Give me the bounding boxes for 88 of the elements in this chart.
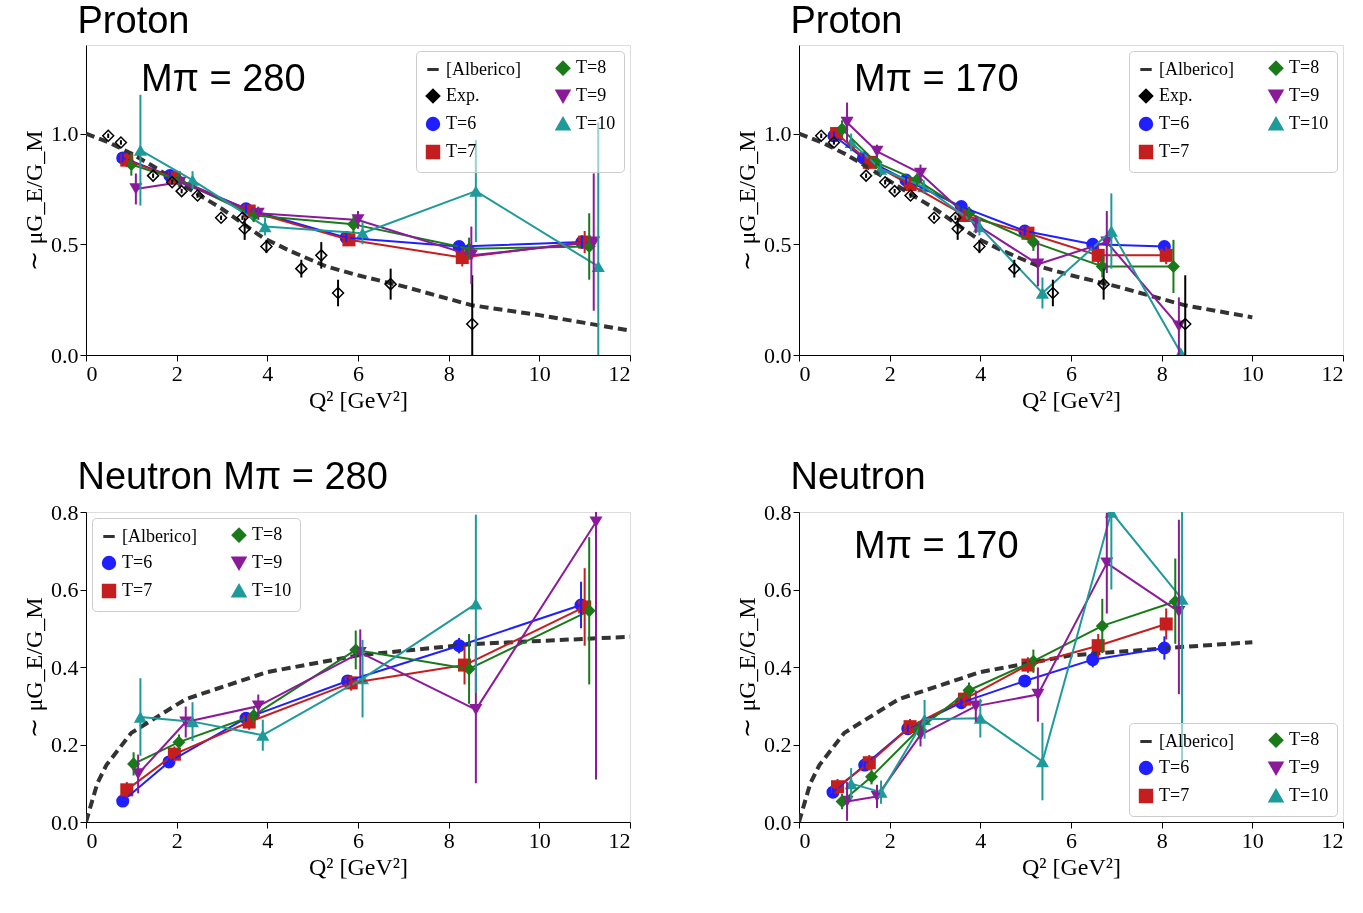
y-tick-label: 0.0 <box>51 809 79 835</box>
x-tick-label: 2 <box>884 827 896 853</box>
y-tick-label: 0.4 <box>764 654 792 680</box>
x-tick-label: 4 <box>975 360 987 386</box>
x-tick-label: 4 <box>262 827 274 853</box>
x-tick-label: 10 <box>528 360 551 386</box>
x-tick-label: 2 <box>171 827 183 853</box>
y-tick-label: 0.5 <box>764 231 792 257</box>
legend-label: T=8 <box>1289 57 1320 78</box>
annotation: Mπ = 170 <box>854 57 1019 99</box>
line-series <box>799 640 1255 822</box>
x-tick-label: 12 <box>608 360 631 386</box>
legend-label: T=7 <box>122 580 153 600</box>
y-tick-label: 0.5 <box>51 231 79 257</box>
legend-label: T=8 <box>252 524 283 545</box>
legend-label: T=9 <box>252 552 283 572</box>
chart-title: Proton <box>77 0 190 41</box>
y-axis-title: ∼ μG_E/G_M <box>21 597 47 738</box>
x-tick-label: 10 <box>1241 827 1264 853</box>
legend-label: T=9 <box>1289 757 1320 777</box>
y-tick-label: 1.0 <box>51 121 79 147</box>
line-series <box>799 131 1255 320</box>
legend-label: T=10 <box>576 113 616 133</box>
chart-title: Proton <box>790 0 903 41</box>
y-tick-label: 0.0 <box>764 809 792 835</box>
legend-label: T=6 <box>446 113 477 133</box>
y-axis-title: ∼ μG_E/G_M <box>734 130 760 271</box>
x-tick-label: 12 <box>608 827 631 853</box>
chart-title: Neutron Mπ = 280 <box>77 455 388 497</box>
legend-label: [Alberico] <box>122 525 197 546</box>
x-tick-label: 6 <box>1066 360 1077 386</box>
annotation: Mπ = 170 <box>854 524 1019 566</box>
legend-label: T=10 <box>252 580 292 600</box>
x-tick-label: 0 <box>799 827 811 853</box>
chart-title: Neutron <box>790 455 926 497</box>
x-tick-label: 4 <box>262 360 274 386</box>
y-tick-label: 1.0 <box>764 121 792 147</box>
x-tick-label: 0 <box>86 827 98 853</box>
x-tick-label: 10 <box>1241 360 1264 386</box>
x-tick-label: 8 <box>443 360 455 386</box>
x-axis-title: Q² [GeV²] <box>308 386 409 413</box>
legend-label: T=6 <box>122 552 153 572</box>
x-tick-label: 8 <box>1156 360 1168 386</box>
x-tick-label: 6 <box>1066 827 1077 853</box>
y-tick-label: 0.2 <box>764 732 792 757</box>
legend-label: T=7 <box>1159 785 1190 805</box>
x-tick-label: 0 <box>86 360 98 386</box>
legend-label: T=8 <box>1289 729 1320 750</box>
legend-label: T=6 <box>1159 757 1190 777</box>
legend-label: T=9 <box>576 85 607 105</box>
x-tick-label: 10 <box>528 827 551 853</box>
legend-label: T=7 <box>446 141 477 161</box>
x-tick-label: 2 <box>884 360 896 386</box>
y-axis-title: ∼ μG_E/G_M <box>734 597 760 738</box>
x-tick-label: 4 <box>975 827 987 853</box>
legend-label: Exp. <box>1159 85 1193 105</box>
y-tick-label: 0.2 <box>51 732 79 757</box>
legend-label: Exp. <box>446 85 480 105</box>
x-tick-label: 8 <box>1156 827 1168 853</box>
y-axis-title: ∼ μG_E/G_M <box>21 130 47 271</box>
x-tick-label: 2 <box>171 360 183 386</box>
y-tick-label: 0.0 <box>51 342 79 368</box>
y-tick-label: 0.6 <box>51 577 79 602</box>
legend-label: T=10 <box>1289 113 1329 133</box>
x-tick-label: 12 <box>1321 827 1344 853</box>
y-tick-label: 0.6 <box>764 577 792 602</box>
x-axis-title: Q² [GeV²] <box>308 853 409 880</box>
legend-label: [Alberico] <box>1159 58 1234 79</box>
legend-label: T=9 <box>1289 85 1320 105</box>
y-tick-label: 0.0 <box>764 342 792 368</box>
legend-label: [Alberico] <box>446 58 521 79</box>
x-axis-title: Q² [GeV²] <box>1021 853 1122 880</box>
y-tick-label: 0.8 <box>764 499 792 525</box>
legend-label: T=7 <box>1159 141 1190 161</box>
x-tick-label: 6 <box>353 827 364 853</box>
x-tick-label: 12 <box>1321 360 1344 386</box>
y-tick-label: 0.4 <box>51 654 79 680</box>
line-series <box>86 131 630 333</box>
annotation: Mπ = 280 <box>141 57 306 99</box>
legend-label: T=8 <box>576 57 607 78</box>
x-tick-label: 8 <box>443 827 455 853</box>
legend-label: T=6 <box>1159 113 1190 133</box>
y-tick-label: 0.8 <box>51 499 79 525</box>
x-axis-title: Q² [GeV²] <box>1021 386 1122 413</box>
legend-label: T=10 <box>1289 785 1329 805</box>
x-tick-label: 0 <box>799 360 811 386</box>
legend-label: [Alberico] <box>1159 730 1234 751</box>
x-tick-label: 6 <box>353 360 364 386</box>
